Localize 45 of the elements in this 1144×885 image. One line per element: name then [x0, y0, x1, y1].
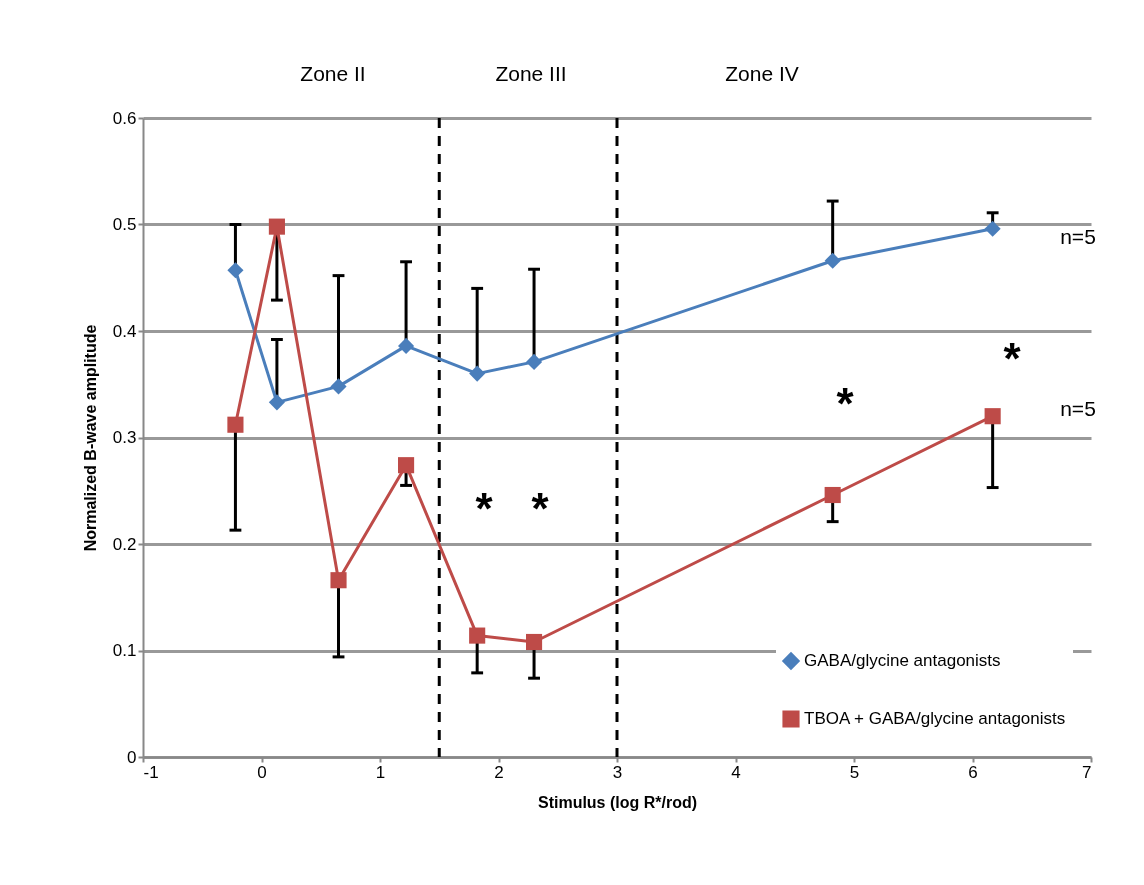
x-tick-label: 0	[257, 762, 267, 782]
point	[398, 457, 415, 474]
text: Zone II	[300, 62, 366, 85]
point	[268, 394, 285, 411]
point	[398, 337, 415, 354]
text: Zone III	[495, 62, 567, 85]
point	[824, 486, 841, 504]
x-tick-label: 1	[375, 762, 386, 782]
x-tick-label: -1	[143, 762, 159, 782]
x-axis-title: Stimulus (log R*/rod)	[537, 793, 698, 811]
legend-label: TBOA + GABA/glycine antagonists	[804, 709, 1066, 728]
point	[984, 408, 1001, 425]
annotation: *	[836, 379, 855, 428]
x-tick-label: 3	[612, 762, 623, 782]
annotation: n=5	[1060, 397, 1096, 420]
text: Zone IV	[725, 62, 799, 85]
point	[525, 633, 543, 651]
point	[227, 262, 244, 279]
x-tick-label: 5	[849, 762, 860, 782]
point	[984, 220, 1001, 237]
point	[227, 416, 244, 433]
y-tick-label: 0.4	[112, 321, 137, 341]
y-tick-label: 0.1	[112, 641, 137, 660]
annotation: n=5	[1060, 225, 1096, 248]
annotation: *	[531, 484, 550, 533]
y-tick-label: 0.5	[112, 215, 137, 234]
point	[469, 365, 486, 382]
y-tick-label: 0.6	[112, 108, 137, 128]
point	[268, 218, 285, 235]
x-tick-label: 2	[494, 762, 504, 782]
y-tick-label: 0	[127, 747, 137, 767]
point	[824, 252, 841, 269]
y-axis-title: Normalized B-wave amplitude	[81, 324, 99, 552]
x-tick-label: 4	[731, 762, 741, 782]
point	[525, 353, 543, 370]
point	[330, 378, 347, 395]
legend-label: GABA/glycine antagonists	[804, 651, 1001, 670]
point	[469, 627, 486, 644]
point	[330, 572, 347, 589]
x-tick-label: 7	[1082, 762, 1092, 782]
annotation: *	[1003, 334, 1022, 383]
annotation: *	[475, 484, 494, 533]
y-tick-label: 0.2	[112, 534, 137, 554]
x-tick-label: 6	[968, 762, 978, 782]
y-tick-label: 0.3	[112, 428, 137, 447]
